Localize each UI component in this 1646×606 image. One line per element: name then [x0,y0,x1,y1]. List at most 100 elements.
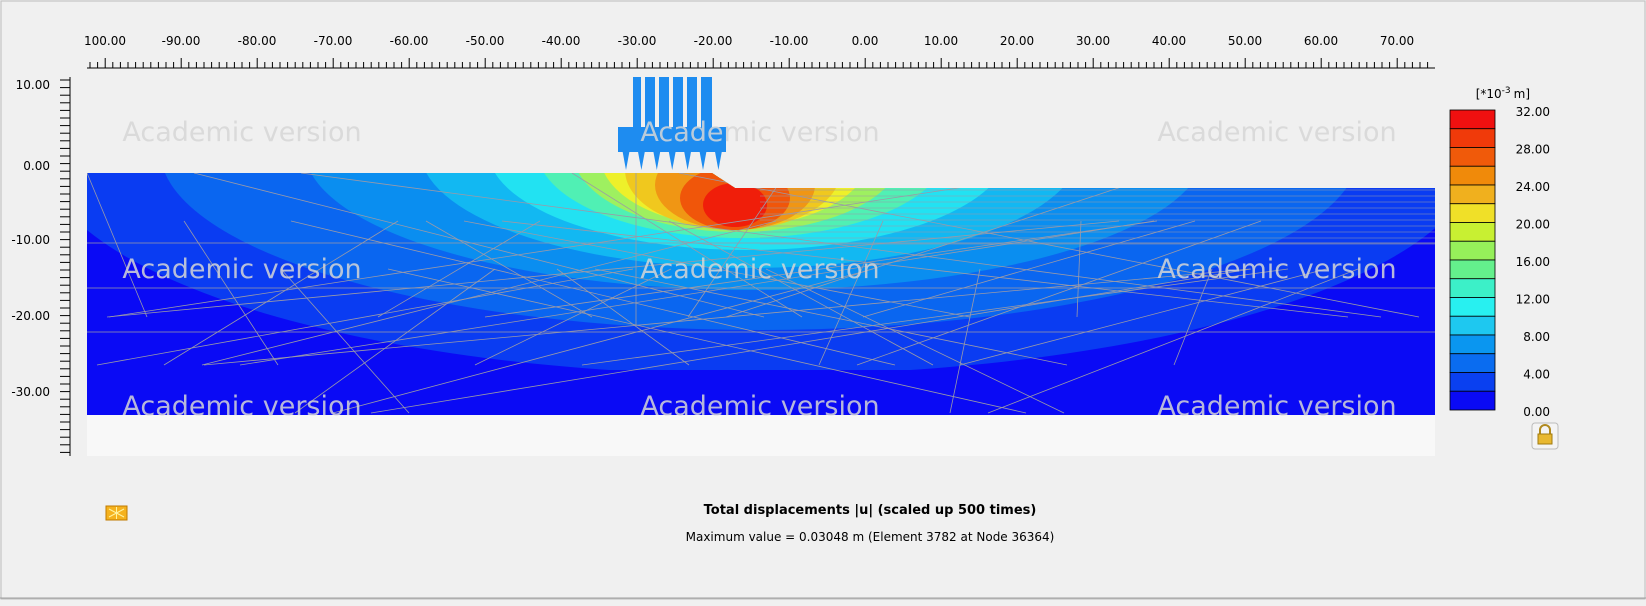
legend-unit: [*10-3 m] [1476,86,1530,101]
legend-band [1449,390,1496,411]
x-ruler-label: -20.00 [694,34,733,48]
legend-band [1449,259,1496,280]
watermark: Academic version [122,117,361,148]
color-legend: [*10-3 m] 32.00 28.00 24.00 20.00 16.00 12.00 8… [1449,86,1550,419]
load-base [618,127,726,152]
mesh-edge [862,220,1196,318]
mesh-edge [108,173,1058,318]
mesh-edge [87,173,148,318]
legend-band [1449,372,1496,392]
load-gap [669,77,673,127]
load-arrows [618,77,727,170]
legend-label: 12.00 [1516,293,1550,307]
x-ruler-label: -60.00 [390,34,429,48]
x-ruler-label: 60.00 [1304,34,1338,48]
mesh-edge [501,220,1349,318]
mesh-edge [193,173,765,318]
mesh-edge [280,268,410,414]
legend-band [1449,297,1496,317]
x-ruler-label: -40.00 [542,34,581,48]
mesh-edge [556,268,690,366]
mesh-edge [725,173,1165,318]
mesh-edge [387,268,1027,414]
unit-suffix: m] [1514,87,1530,101]
load-gap [697,77,701,127]
legend-band [1449,165,1496,186]
mesh-edge [484,220,1158,318]
x-ruler-label: 30.00 [1076,34,1110,48]
legend-band [1449,128,1496,148]
contour-band [87,370,1435,415]
x-ruler-label: -30.00 [618,34,657,48]
caption-title: Total displacements |u| (scaled up 500 t… [704,503,1037,518]
legend-label: 4.00 [1523,368,1550,382]
mesh-edge [856,220,1262,366]
watermark: Academic version [122,391,361,422]
y-ruler-label: -10.00 [11,233,50,247]
x-ruler-label: 10.00 [924,34,958,48]
y-ruler-label: -20.00 [11,309,50,323]
legend-band [1449,334,1496,355]
legend-label: 8.00 [1523,330,1550,344]
mesh-edge [290,220,896,366]
x-ruler-label: 20.00 [1000,34,1034,48]
mesh-edge [377,220,541,318]
x-ruler-label: -70.00 [314,34,353,48]
load-gap [683,77,687,127]
mesh-edge [765,268,1065,414]
result-icon[interactable] [105,505,128,521]
mesh-edge [581,268,1289,366]
legend-band [1449,147,1496,167]
x-ruler-label: 50.00 [1228,34,1262,48]
legend-band [1449,240,1496,261]
mesh-edge [370,268,1252,414]
x-ruler-label: 100.00 [84,34,126,48]
mesh-edge [959,268,1327,366]
unit-base: [*10 [1476,87,1502,101]
legend-band [1449,222,1496,242]
legend-label: 28.00 [1516,143,1550,157]
mesh-edge [594,268,1068,366]
x-ruler-label: 0.00 [852,34,879,48]
mesh-edge [1173,268,1213,366]
legend-label: 20.00 [1516,218,1550,232]
mesh-edge [987,268,1359,414]
mesh-edge [425,220,593,318]
legend-band [1449,184,1496,205]
mesh [87,173,1435,414]
legend-band [1449,203,1496,223]
legend-band [1449,315,1496,336]
mesh-edge [571,173,803,318]
mesh-edge [294,268,496,414]
mesh-edge [183,220,279,366]
legend-label: 32.00 [1516,105,1550,119]
legend-label: 0.00 [1523,405,1550,419]
mesh-edge [163,220,399,366]
legend-band [1449,278,1496,298]
x-ruler-label: -50.00 [466,34,505,48]
legend-band [1449,109,1496,130]
legend-label: 24.00 [1516,180,1550,194]
mesh-edge [106,220,1120,318]
domain-margin [87,415,1435,456]
watermark: Academic version [640,391,879,422]
watermark: Academic version [1157,391,1396,422]
mesh-edge [96,268,634,366]
mesh-edge [687,173,787,318]
contour-band [703,183,767,227]
load-gap [641,77,645,127]
y-ruler-label: 10.00 [16,78,50,92]
lock-icon[interactable] [1531,422,1559,450]
mesh-edge [818,220,884,366]
x-ruler-label: 70.00 [1380,34,1414,48]
x-ruler-label: -90.00 [162,34,201,48]
legend-label: 16.00 [1516,255,1550,269]
x-ruler-label: 40.00 [1152,34,1186,48]
watermark: Academic version [1157,117,1396,148]
unit-exponent: -3 [1502,86,1511,96]
x-ruler-label: -80.00 [238,34,277,48]
mesh-edge [463,220,971,318]
mesh-edge [300,173,1382,318]
watermark: Academic version [1157,254,1396,285]
